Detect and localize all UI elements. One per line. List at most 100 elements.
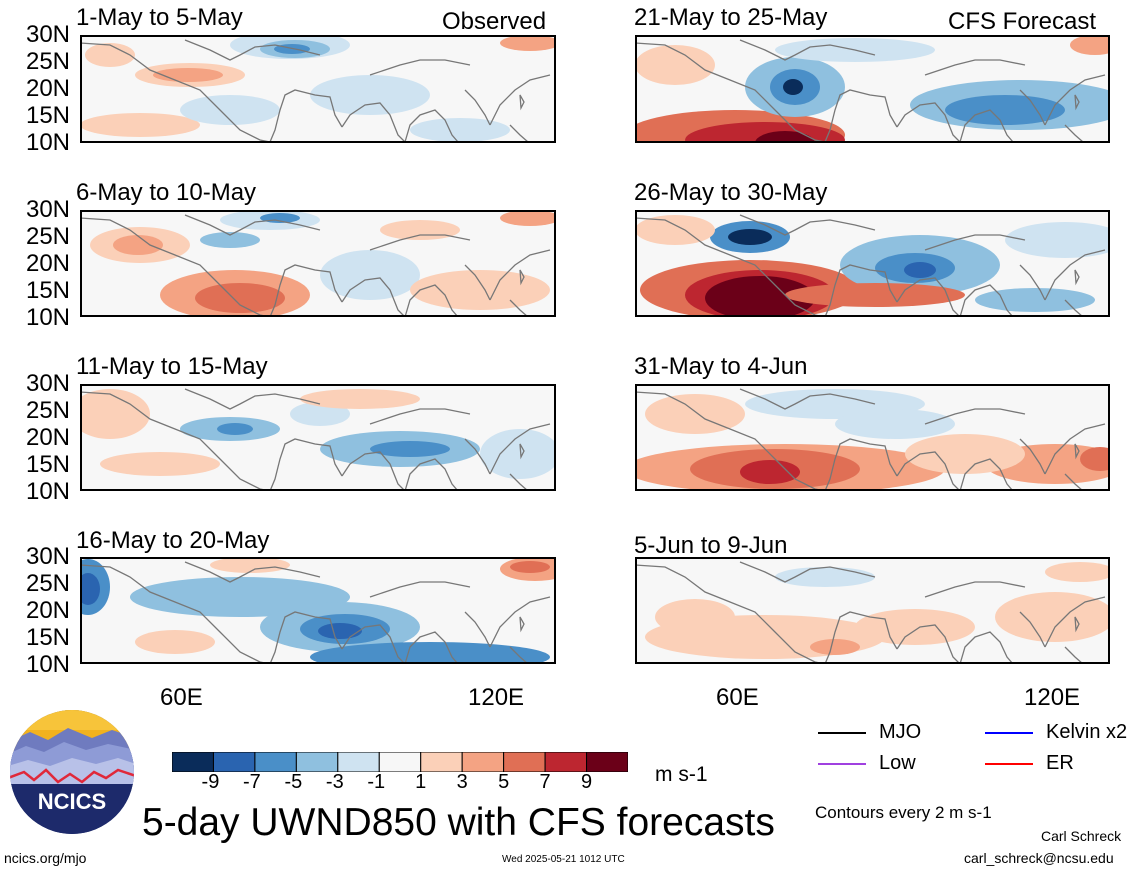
- coastline: [924, 59, 1026, 76]
- panel-title-4: 16-May to 20-May: [76, 527, 270, 554]
- map-frame: [635, 210, 1110, 317]
- colorbar-tick-label: 3: [456, 771, 468, 793]
- y-tick-label: 25N: [25, 223, 70, 250]
- panel-title-2: 6-May to 10-May: [76, 179, 257, 206]
- coastline: [464, 611, 491, 648]
- anomaly-contour: [380, 220, 460, 240]
- anomaly-contour: [210, 557, 290, 573]
- coastline: [369, 59, 471, 76]
- coastline: [80, 391, 271, 491]
- map-panel-8: [635, 557, 1110, 664]
- author-name: Carl Schreck: [1041, 828, 1122, 844]
- coastline: [1074, 616, 1080, 633]
- anomaly-contour: [855, 609, 975, 645]
- anomaly-contour: [370, 441, 450, 457]
- colorbar-tick-label: 7: [539, 771, 551, 793]
- y-tick-label: 10N: [25, 651, 70, 678]
- coastline: [924, 581, 1026, 598]
- coastline: [824, 438, 898, 491]
- coastline: [269, 438, 343, 491]
- map-panel-2: [80, 210, 556, 317]
- coastline: [404, 284, 459, 317]
- colorbar-swatch: [503, 752, 546, 772]
- anomaly-contour: [655, 599, 735, 635]
- coastline: [739, 561, 876, 583]
- y-tick-label: 10N: [25, 304, 70, 331]
- y-tick-label: 30N: [25, 196, 70, 223]
- anomaly-contour: [755, 131, 815, 143]
- cfs-forecast-label: CFS Forecast: [948, 8, 1097, 35]
- coastline: [404, 458, 459, 491]
- anomaly-contour: [195, 283, 285, 313]
- coastline: [1044, 423, 1106, 475]
- anomaly-contour: [310, 642, 550, 664]
- coastline: [1019, 438, 1046, 475]
- anomaly-contour: [410, 270, 550, 310]
- coastline: [464, 89, 491, 126]
- author-email: carl_schreck@ncsu.edu: [964, 850, 1114, 866]
- anomaly-contour: [635, 215, 715, 245]
- map-panel-3: [80, 384, 556, 491]
- anomaly-contour: [200, 232, 260, 248]
- coastline: [369, 581, 471, 598]
- anomaly-contour: [480, 429, 556, 479]
- coastline: [464, 264, 491, 301]
- footer-url: ncics.org/mjo: [4, 850, 87, 866]
- coastline: [1074, 269, 1080, 286]
- panel-title-8: 5-Jun to 9-Jun: [634, 532, 788, 559]
- coastline: [489, 596, 551, 648]
- colorbar: [172, 752, 628, 772]
- panel-title-3: 11-May to 15-May: [76, 353, 268, 380]
- map-frame: [80, 35, 556, 143]
- y-tick-label: 25N: [25, 570, 70, 597]
- coastline: [896, 451, 961, 491]
- mjo-legend-line: [818, 732, 866, 734]
- coastline: [269, 611, 343, 664]
- anomaly-contour: [510, 561, 550, 573]
- anomaly-contour: [810, 639, 860, 655]
- map-panel-4: [80, 557, 556, 664]
- contour-note: Contours every 2 m s-1: [815, 803, 992, 822]
- y-tick-label: 25N: [25, 397, 70, 424]
- panel-title-5: 21-May to 25-May: [634, 4, 828, 31]
- y-tick-label: 25N: [25, 48, 70, 75]
- coastline: [635, 42, 826, 143]
- coastline: [959, 284, 1014, 317]
- kelvin-legend-line: [985, 732, 1033, 734]
- map-panel-7: [635, 384, 1110, 491]
- anomaly-contour: [135, 630, 215, 654]
- colorbar-swatch: [337, 752, 380, 772]
- anomaly-contour: [975, 288, 1095, 312]
- coastline: [509, 646, 529, 664]
- coastline: [519, 94, 525, 111]
- coastline: [824, 611, 898, 664]
- coastline: [1064, 473, 1084, 491]
- y-tick-label: 15N: [25, 451, 70, 478]
- colorbar-tick-label: -5: [284, 771, 303, 793]
- colorbar-swatch: [378, 752, 422, 772]
- coastline: [1044, 249, 1106, 301]
- anomaly-contour: [500, 35, 556, 51]
- y-tick-label: 20N: [25, 597, 70, 624]
- coastline: [80, 42, 271, 143]
- coastline: [519, 269, 525, 286]
- coastline: [1019, 264, 1046, 301]
- main-title: 5-day UWND850 with CFS forecasts: [142, 801, 775, 844]
- anomaly-contour: [500, 210, 556, 226]
- map-frame: [635, 557, 1110, 664]
- coastline: [341, 102, 406, 143]
- anomaly-contour: [783, 79, 803, 95]
- anomaly-contour: [1080, 447, 1110, 471]
- y-tick-label: 30N: [25, 370, 70, 397]
- anomaly-contour: [80, 573, 100, 605]
- y-tick-label: 30N: [25, 543, 70, 570]
- coastline: [404, 109, 459, 143]
- coastline: [1019, 611, 1046, 648]
- coastline: [896, 102, 961, 143]
- coastline: [739, 39, 876, 61]
- y-tick-label: 10N: [25, 478, 70, 505]
- map-frame: [80, 210, 556, 317]
- y-tick-label: 20N: [25, 250, 70, 277]
- coastline: [341, 277, 406, 317]
- coastline: [924, 234, 1026, 251]
